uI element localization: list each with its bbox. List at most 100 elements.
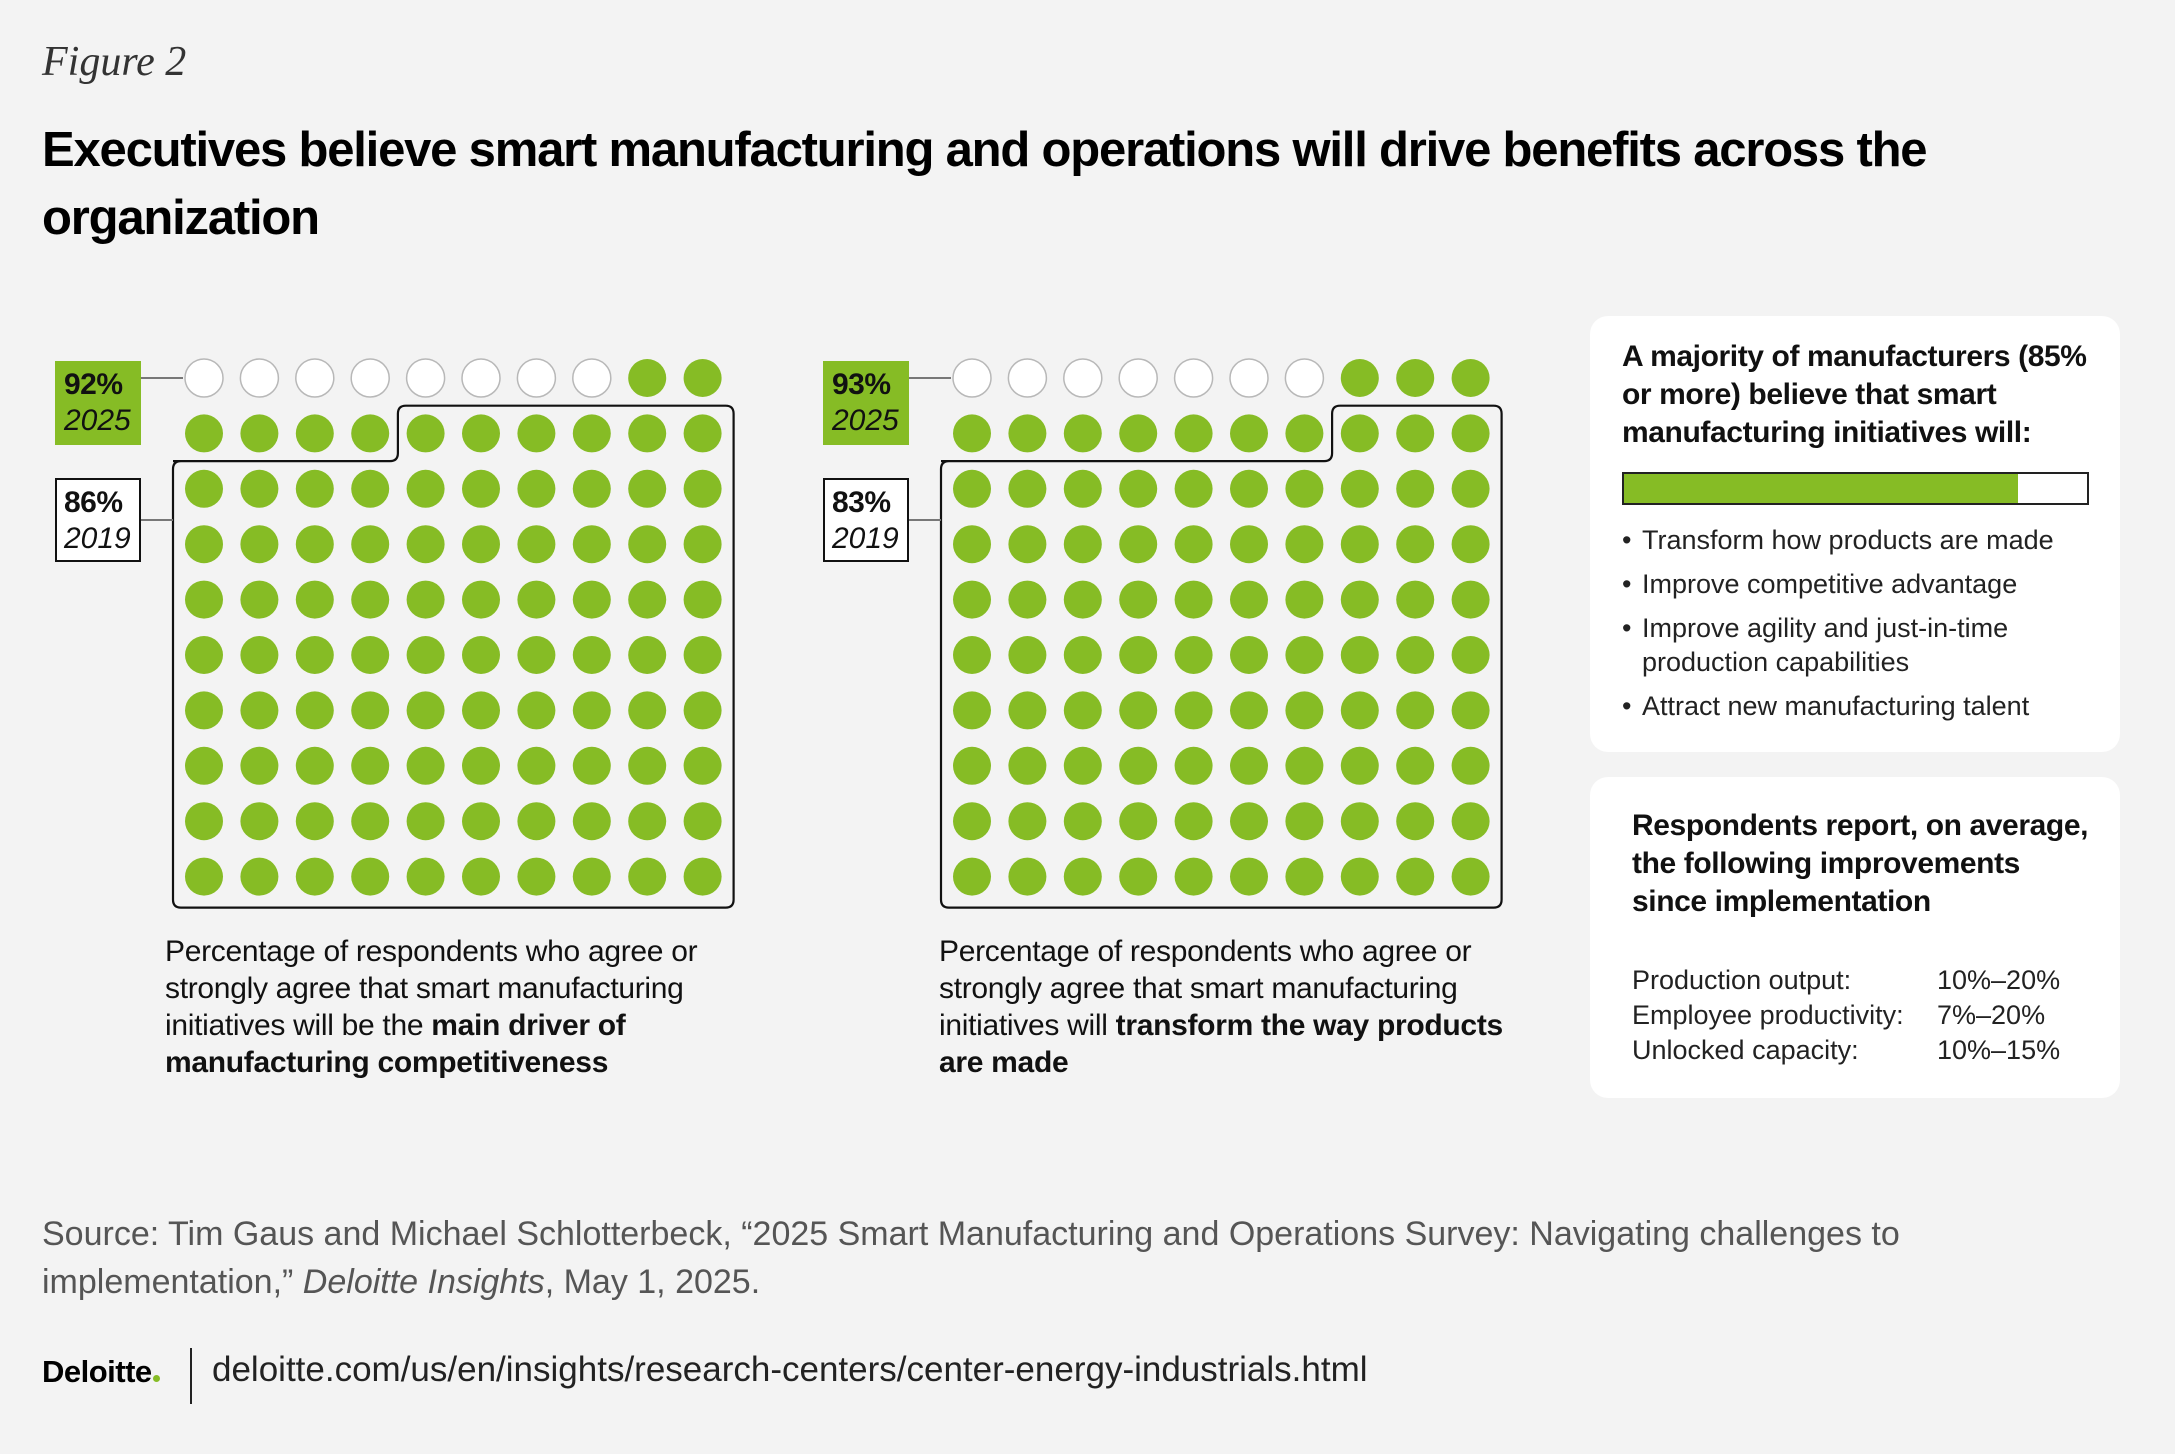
dot-filled xyxy=(1230,469,1268,508)
dot-filled xyxy=(1119,636,1158,674)
dot-empty xyxy=(1284,358,1325,398)
footer-url-link[interactable]: deloitte.com/us/en/insights/research-cen… xyxy=(212,1350,1368,1389)
dot-filled xyxy=(1451,525,1490,564)
tag-2025: 93% 2025 xyxy=(823,361,909,445)
dot-filled xyxy=(240,802,279,841)
dot-filled xyxy=(351,802,390,841)
dot-filled xyxy=(628,414,667,453)
row-value: 10%–20% xyxy=(1937,965,2061,995)
dot-filled xyxy=(1119,525,1158,564)
dot-filled xyxy=(1285,691,1324,730)
dot-empty xyxy=(1118,358,1158,398)
dot-filled xyxy=(1008,469,1047,508)
dot-filled xyxy=(1396,414,1435,453)
dot-filled xyxy=(1174,802,1213,841)
dot-filled xyxy=(1174,525,1213,564)
dot-filled xyxy=(1230,525,1268,564)
dot-filled xyxy=(185,857,223,896)
figure-label: Figure 2 xyxy=(42,39,187,85)
majority-progress-fill xyxy=(1624,474,2018,503)
dot-filled xyxy=(1285,414,1324,453)
dot-filled xyxy=(517,469,556,508)
dot-filled xyxy=(462,469,500,508)
tag-2025-value: 93% xyxy=(832,368,891,401)
dot-filled xyxy=(1063,746,1102,785)
dot-filled xyxy=(1119,414,1158,453)
dot-filled xyxy=(683,359,722,397)
table-row: Production output: 10%–20% xyxy=(1632,963,2090,998)
dot-filled xyxy=(462,691,500,730)
dot-filled xyxy=(1396,359,1435,397)
waffle-grid xyxy=(909,358,1503,909)
dot-filled xyxy=(462,857,500,896)
source-text: Source: Tim Gaus and Michael Schlotterbe… xyxy=(42,1215,1900,1301)
dot-filled xyxy=(1396,746,1435,785)
improvements-card-heading: Respondents report, on average, the foll… xyxy=(1632,809,2089,918)
dot-empty xyxy=(1173,358,1214,398)
dot-filled xyxy=(406,636,445,674)
dot-filled xyxy=(1230,636,1268,674)
dot-filled xyxy=(295,857,334,896)
list-item: Transform how products are made xyxy=(1622,523,2090,557)
improvements-table: Production output: 10%–20% Employee prod… xyxy=(1632,963,2090,1068)
dot-filled xyxy=(628,857,667,896)
row-value: 7%–20% xyxy=(1937,1000,2046,1030)
dot-filled xyxy=(351,469,390,508)
dot-filled xyxy=(185,525,223,564)
dot-filled xyxy=(351,414,390,453)
tag-2025-year: 2025 xyxy=(832,404,899,437)
dot-filled xyxy=(1063,580,1102,619)
logo-dot-icon xyxy=(152,1375,160,1382)
dot-filled xyxy=(295,580,334,619)
dot-filled xyxy=(572,580,611,619)
dot-filled xyxy=(517,414,556,453)
dot-filled xyxy=(185,746,223,785)
dot-filled xyxy=(240,746,279,785)
dot-filled xyxy=(185,691,223,730)
dot-empty xyxy=(952,358,992,398)
dot-filled xyxy=(628,802,667,841)
source-publication: Deloitte Insights xyxy=(302,1263,545,1301)
caption-text: Percentage of respondents who agree or s… xyxy=(165,935,698,1042)
source-date: , May 1, 2025. xyxy=(544,1263,761,1301)
tag-2019-year: 2019 xyxy=(64,522,131,555)
dot-filled xyxy=(1008,525,1047,564)
tag-2025-value: 92% xyxy=(64,368,123,401)
dot-filled xyxy=(462,580,500,619)
caption-emphasis: main driver of manufacturing competitive… xyxy=(165,1009,626,1079)
dot-filled xyxy=(1230,414,1268,453)
dot-filled xyxy=(572,636,611,674)
dot-filled xyxy=(517,636,556,674)
dot-filled xyxy=(1396,691,1435,730)
list-item: Improve competitive advantage xyxy=(1622,567,2090,601)
dot-filled xyxy=(406,414,445,453)
dot-filled xyxy=(1174,691,1213,730)
dot-empty xyxy=(239,358,280,398)
dot-filled xyxy=(1340,857,1379,896)
majority-card: A majority of manufacturers (85% or more… xyxy=(1590,316,2120,752)
dot-filled xyxy=(683,857,722,896)
dot-filled xyxy=(351,691,390,730)
dot-filled xyxy=(572,691,611,730)
dot-filled xyxy=(1451,857,1490,896)
dot-filled xyxy=(953,580,991,619)
dot-filled xyxy=(185,469,223,508)
dot-filled xyxy=(1174,414,1213,453)
dot-filled xyxy=(1451,359,1490,397)
dot-filled xyxy=(1285,636,1324,674)
dot-filled xyxy=(240,636,279,674)
table-row: Employee productivity: 7%–20% xyxy=(1632,998,2090,1033)
dot-filled xyxy=(953,636,991,674)
dot-filled xyxy=(1174,469,1213,508)
dot-filled xyxy=(683,414,722,453)
majority-card-heading: A majority of manufacturers (85% or more… xyxy=(1622,340,2087,449)
dot-filled xyxy=(462,636,500,674)
dot-filled xyxy=(1063,691,1102,730)
footer-divider xyxy=(190,1348,192,1404)
dot-filled xyxy=(1340,469,1379,508)
improvements-card: Respondents report, on average, the foll… xyxy=(1590,777,2120,1098)
dot-filled xyxy=(628,580,667,619)
dot-filled xyxy=(1008,580,1047,619)
table-row: Unlocked capacity: 10%–15% xyxy=(1632,1033,2090,1068)
majority-progress-bar xyxy=(1622,472,2089,505)
